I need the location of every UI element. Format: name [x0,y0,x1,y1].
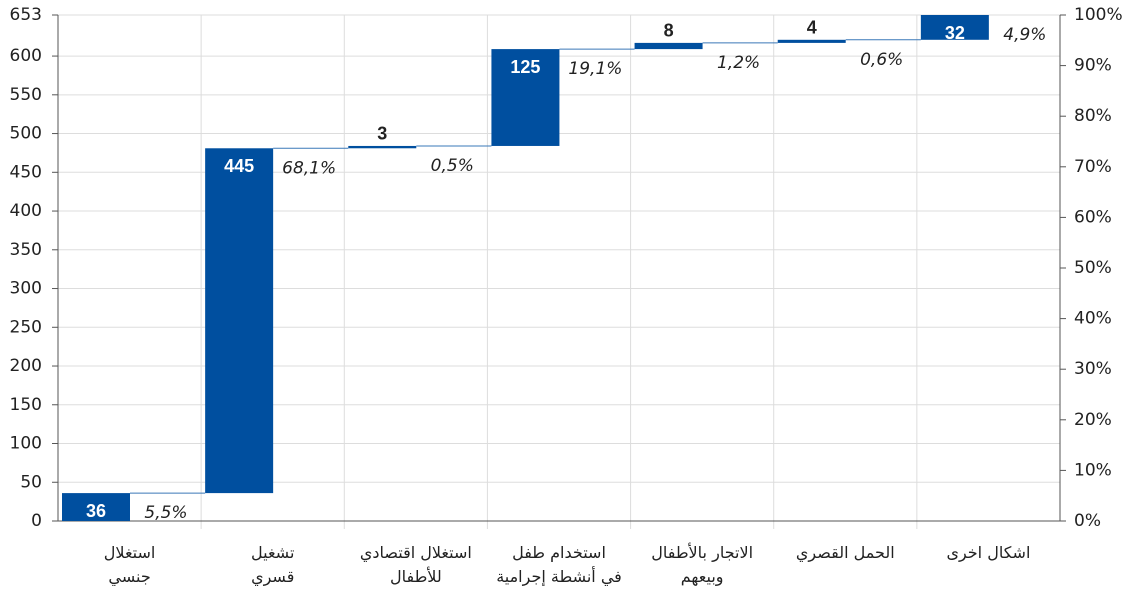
y-tick-label: 300 [10,279,42,299]
bar [62,493,130,521]
y-tick-label: 200 [10,356,42,376]
y2-tick-label: 70% [1074,157,1112,177]
x-tick-label: تشغيل قسري [251,543,295,586]
y2-tick-label: 50% [1074,258,1112,278]
bar [205,148,274,494]
y-tick-label: 150 [10,395,42,415]
share-label: 1,2% [717,53,760,73]
y2-tick-label: 0% [1074,511,1101,531]
y2-tick-label: 10% [1074,460,1112,480]
y2-tick-label: 60% [1074,207,1112,227]
y-tick-label: 350 [10,240,42,260]
y2-tick-label: 30% [1074,359,1112,379]
y2-tick-label: 100% [1074,5,1123,25]
bar [920,15,989,40]
x-tick-label: استغلال جنسي [103,543,156,586]
y2-tick-label: 20% [1074,410,1112,430]
y-tick-label: 0 [31,511,42,531]
x-tick-label: الحمل القصري [795,543,895,562]
value-label: 4 [807,18,817,38]
y-tick-label: 400 [10,201,42,221]
value-label: 8 [664,21,674,41]
y-tick-label: 100 [10,434,42,454]
value-label: 445 [224,156,254,176]
value-label: 36 [86,501,106,521]
x-tick-label: اشكال اخرى [946,543,1031,562]
share-label: 68,1% [282,158,336,178]
y2-tick-label: 90% [1074,56,1112,76]
bar [348,145,417,149]
share-label: 0,6% [860,50,903,70]
y-tick-label: 450 [10,162,42,182]
value-label: 125 [510,57,540,77]
bar [491,49,560,146]
y2-tick-label: 80% [1074,106,1112,126]
x-tick-label: استخدام طفل في أنشطة إجرامية [496,543,622,586]
y-tick-label: 653 [10,5,42,25]
y-tick-label: 550 [10,85,42,105]
share-label: 19,1% [568,59,622,79]
value-label: 3 [377,124,387,144]
x-tick-label: الاتجار بالأطفال وبيعهم [651,543,754,586]
y-tick-label: 250 [10,317,42,337]
bar [634,42,703,50]
x-tick-label: استغلال اقتصادي للأطفال [359,543,472,586]
share-label: 4,9% [1003,25,1046,45]
value-label: 32 [945,23,965,43]
y-tick-label: 50 [20,472,42,492]
y2-tick-label: 40% [1074,309,1112,329]
y-tick-label: 500 [10,124,42,144]
share-label: 5,5% [144,503,187,523]
bar [777,39,846,43]
share-label: 0,5% [431,156,474,176]
y-tick-label: 600 [10,46,42,66]
